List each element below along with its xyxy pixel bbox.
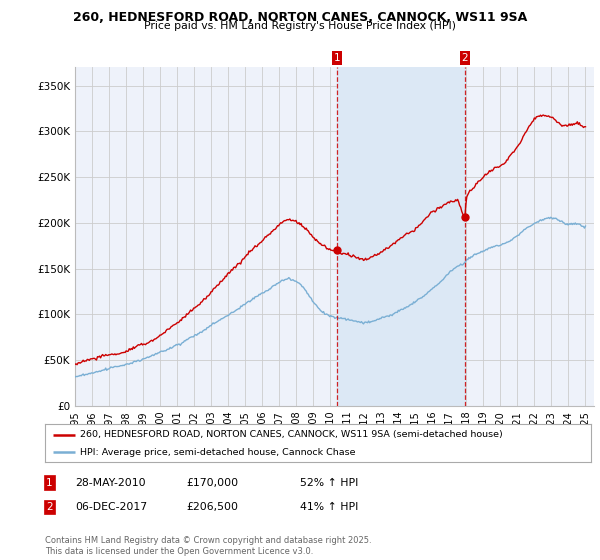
Bar — [337, 67, 465, 406]
Text: 41% ↑ HPI: 41% ↑ HPI — [300, 502, 358, 512]
Text: 260, HEDNESFORD ROAD, NORTON CANES, CANNOCK, WS11 9SA (semi-detached house): 260, HEDNESFORD ROAD, NORTON CANES, CANN… — [80, 430, 503, 439]
Text: £170,000: £170,000 — [186, 478, 238, 488]
Text: HPI: Average price, semi-detached house, Cannock Chase: HPI: Average price, semi-detached house,… — [80, 447, 356, 456]
Text: 52% ↑ HPI: 52% ↑ HPI — [300, 478, 358, 488]
Text: 28-MAY-2010: 28-MAY-2010 — [75, 478, 146, 488]
Text: Price paid vs. HM Land Registry's House Price Index (HPI): Price paid vs. HM Land Registry's House … — [144, 21, 456, 31]
Text: 260, HEDNESFORD ROAD, NORTON CANES, CANNOCK, WS11 9SA: 260, HEDNESFORD ROAD, NORTON CANES, CANN… — [73, 11, 527, 24]
Text: 1: 1 — [334, 53, 341, 63]
Text: Contains HM Land Registry data © Crown copyright and database right 2025.
This d: Contains HM Land Registry data © Crown c… — [45, 536, 371, 556]
Text: 2: 2 — [462, 53, 469, 63]
Text: 1: 1 — [46, 478, 53, 488]
Text: 2: 2 — [46, 502, 53, 512]
Text: 06-DEC-2017: 06-DEC-2017 — [75, 502, 147, 512]
Text: £206,500: £206,500 — [186, 502, 238, 512]
